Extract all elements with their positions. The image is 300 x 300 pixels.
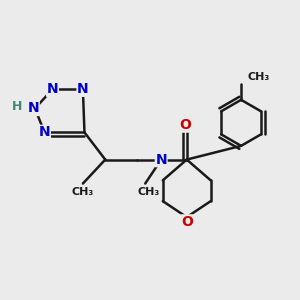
Text: N: N: [28, 101, 39, 116]
Text: H: H: [12, 100, 22, 113]
Text: CH₃: CH₃: [137, 187, 160, 196]
Text: CH₃: CH₃: [248, 73, 270, 82]
Text: O: O: [179, 118, 191, 132]
Text: N: N: [77, 82, 89, 96]
Text: CH₃: CH₃: [72, 187, 94, 196]
Text: N: N: [155, 153, 167, 166]
Text: N: N: [47, 82, 58, 96]
Text: O: O: [181, 215, 193, 229]
Text: N: N: [39, 125, 50, 140]
